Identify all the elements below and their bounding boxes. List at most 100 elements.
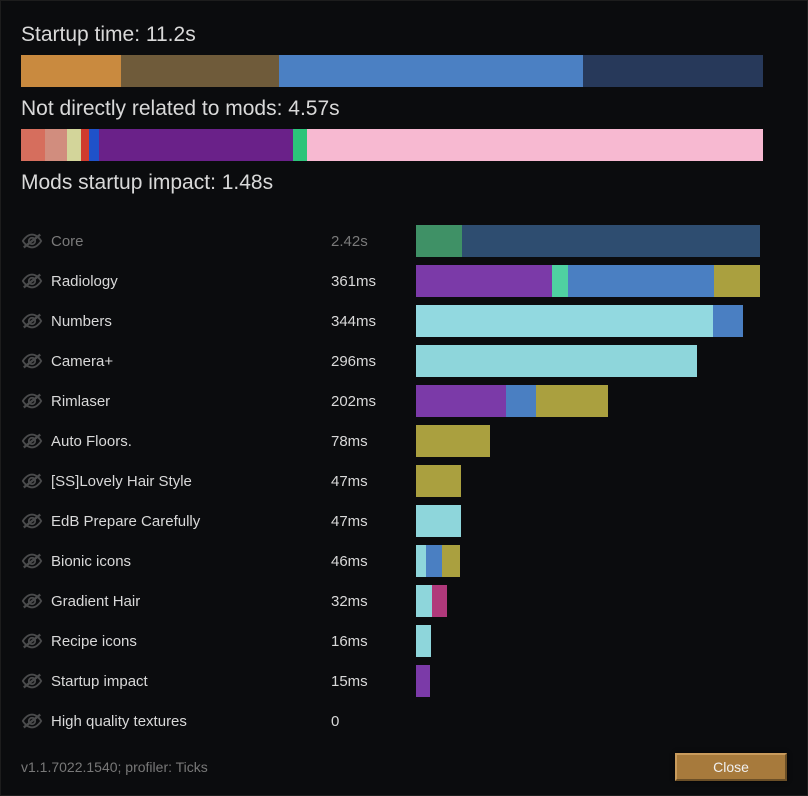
bar-segment — [536, 385, 608, 417]
mod-time-label: 2.42s — [331, 233, 416, 250]
mod-time-label: 78ms — [331, 433, 416, 450]
bar-segment — [89, 129, 99, 161]
mod-name-label: Recipe icons — [51, 633, 331, 650]
bar-segment — [416, 625, 431, 657]
visibility-off-icon[interactable] — [21, 272, 51, 290]
visibility-off-icon[interactable] — [21, 392, 51, 410]
close-button[interactable]: Close — [675, 753, 787, 781]
bar-segment — [21, 129, 45, 161]
bar-segment — [416, 225, 462, 257]
bar-segment — [416, 545, 426, 577]
mod-bar — [416, 465, 461, 497]
bar-segment — [21, 55, 121, 87]
bar-segment — [462, 225, 760, 257]
mod-name-label: Radiology — [51, 273, 331, 290]
bar-segment — [568, 265, 714, 297]
mod-row[interactable]: Rimlaser202ms — [21, 381, 779, 421]
mod-bar — [416, 305, 743, 337]
mod-row[interactable]: [SS]Lovely Hair Style47ms — [21, 461, 779, 501]
bar-segment — [416, 465, 461, 497]
bar-segment — [279, 55, 583, 87]
visibility-off-icon[interactable] — [21, 552, 51, 570]
mod-row[interactable]: High quality textures0 — [21, 701, 779, 733]
mod-time-label: 32ms — [331, 593, 416, 610]
mod-row[interactable]: Camera+296ms — [21, 341, 779, 381]
startup-impact-window: Startup time: 11.2s Not directly related… — [0, 0, 808, 796]
mod-row[interactable]: Startup impact15ms — [21, 661, 779, 701]
mod-time-label: 0 — [331, 713, 416, 730]
content-area: Startup time: 11.2s Not directly related… — [1, 23, 807, 195]
mod-name-label: Core — [51, 233, 331, 250]
visibility-off-icon[interactable] — [21, 312, 51, 330]
bar-segment — [713, 305, 743, 337]
visibility-off-icon[interactable] — [21, 712, 51, 730]
mod-bar — [416, 345, 697, 377]
bar-segment — [99, 129, 293, 161]
visibility-off-icon[interactable] — [21, 352, 51, 370]
mod-name-label: Auto Floors. — [51, 433, 331, 450]
bar-segment — [416, 665, 430, 697]
visibility-off-icon[interactable] — [21, 232, 51, 250]
mod-bar — [416, 265, 760, 297]
mod-time-label: 16ms — [331, 633, 416, 650]
visibility-off-icon[interactable] — [21, 632, 51, 650]
mod-name-label: Startup impact — [51, 673, 331, 690]
visibility-off-icon[interactable] — [21, 472, 51, 490]
bar-segment — [416, 585, 432, 617]
mod-time-label: 15ms — [331, 673, 416, 690]
footer: v1.1.7022.1540; profiler: Ticks Close — [21, 753, 787, 781]
mod-time-label: 296ms — [331, 353, 416, 370]
mod-bar — [416, 425, 490, 457]
mod-name-label: Rimlaser — [51, 393, 331, 410]
bar-segment — [552, 265, 568, 297]
mod-time-label: 47ms — [331, 473, 416, 490]
bar-segment — [416, 305, 713, 337]
mod-row[interactable]: Auto Floors.78ms — [21, 421, 779, 461]
bar-segment — [416, 505, 461, 537]
mod-name-label: [SS]Lovely Hair Style — [51, 473, 331, 490]
visibility-off-icon[interactable] — [21, 672, 51, 690]
mod-bar — [416, 505, 461, 537]
mod-time-label: 46ms — [331, 553, 416, 570]
bar-segment — [432, 585, 447, 617]
bar-segment — [416, 425, 490, 457]
mod-name-label: EdB Prepare Carefully — [51, 513, 331, 530]
mod-time-label: 344ms — [331, 313, 416, 330]
mod-row[interactable]: Recipe icons16ms — [21, 621, 779, 661]
bar-segment — [81, 129, 89, 161]
mod-name-label: Gradient Hair — [51, 593, 331, 610]
mods-impact-heading: Mods startup impact: 1.48s — [21, 171, 787, 195]
mod-bar — [416, 385, 608, 417]
mod-row[interactable]: Gradient Hair32ms — [21, 581, 779, 621]
not-related-bar — [21, 129, 763, 161]
bar-segment — [416, 345, 697, 377]
mod-row[interactable]: Bionic icons46ms — [21, 541, 779, 581]
bar-segment — [293, 129, 307, 161]
version-label: v1.1.7022.1540; profiler: Ticks — [21, 759, 208, 775]
mods-list[interactable]: Core2.42sRadiology361msNumbers344msCamer… — [21, 221, 787, 733]
mod-time-label: 47ms — [331, 513, 416, 530]
mod-bar — [416, 625, 431, 657]
mod-bar — [416, 585, 447, 617]
visibility-off-icon[interactable] — [21, 512, 51, 530]
mod-time-label: 202ms — [331, 393, 416, 410]
mod-row[interactable]: Numbers344ms — [21, 301, 779, 341]
mod-time-label: 361ms — [331, 273, 416, 290]
bar-segment — [714, 265, 760, 297]
startup-time-bar — [21, 55, 763, 87]
mod-bar — [416, 545, 460, 577]
mod-row[interactable]: EdB Prepare Carefully47ms — [21, 501, 779, 541]
visibility-off-icon[interactable] — [21, 592, 51, 610]
not-related-heading: Not directly related to mods: 4.57s — [21, 97, 787, 121]
mod-name-label: Bionic icons — [51, 553, 331, 570]
bar-segment — [416, 265, 552, 297]
bar-segment — [121, 55, 279, 87]
bar-segment — [426, 545, 442, 577]
bar-segment — [583, 55, 763, 87]
startup-time-heading: Startup time: 11.2s — [21, 23, 787, 47]
mod-bar — [416, 225, 760, 257]
mod-row[interactable]: Radiology361ms — [21, 261, 779, 301]
mod-row[interactable]: Core2.42s — [21, 221, 779, 261]
visibility-off-icon[interactable] — [21, 432, 51, 450]
bar-segment — [67, 129, 81, 161]
